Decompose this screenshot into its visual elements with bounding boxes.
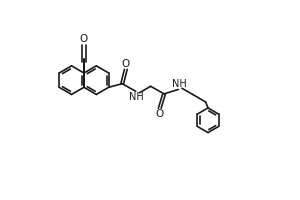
Text: NH: NH xyxy=(172,79,186,89)
Text: NH: NH xyxy=(129,92,144,102)
Text: O: O xyxy=(80,34,88,44)
Text: O: O xyxy=(156,109,164,119)
Text: O: O xyxy=(122,59,130,69)
